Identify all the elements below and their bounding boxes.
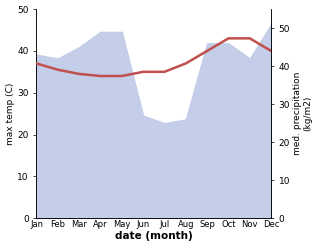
Y-axis label: med. precipitation
(kg/m2): med. precipitation (kg/m2) bbox=[293, 72, 313, 155]
Y-axis label: max temp (C): max temp (C) bbox=[5, 82, 15, 145]
X-axis label: date (month): date (month) bbox=[115, 231, 193, 242]
